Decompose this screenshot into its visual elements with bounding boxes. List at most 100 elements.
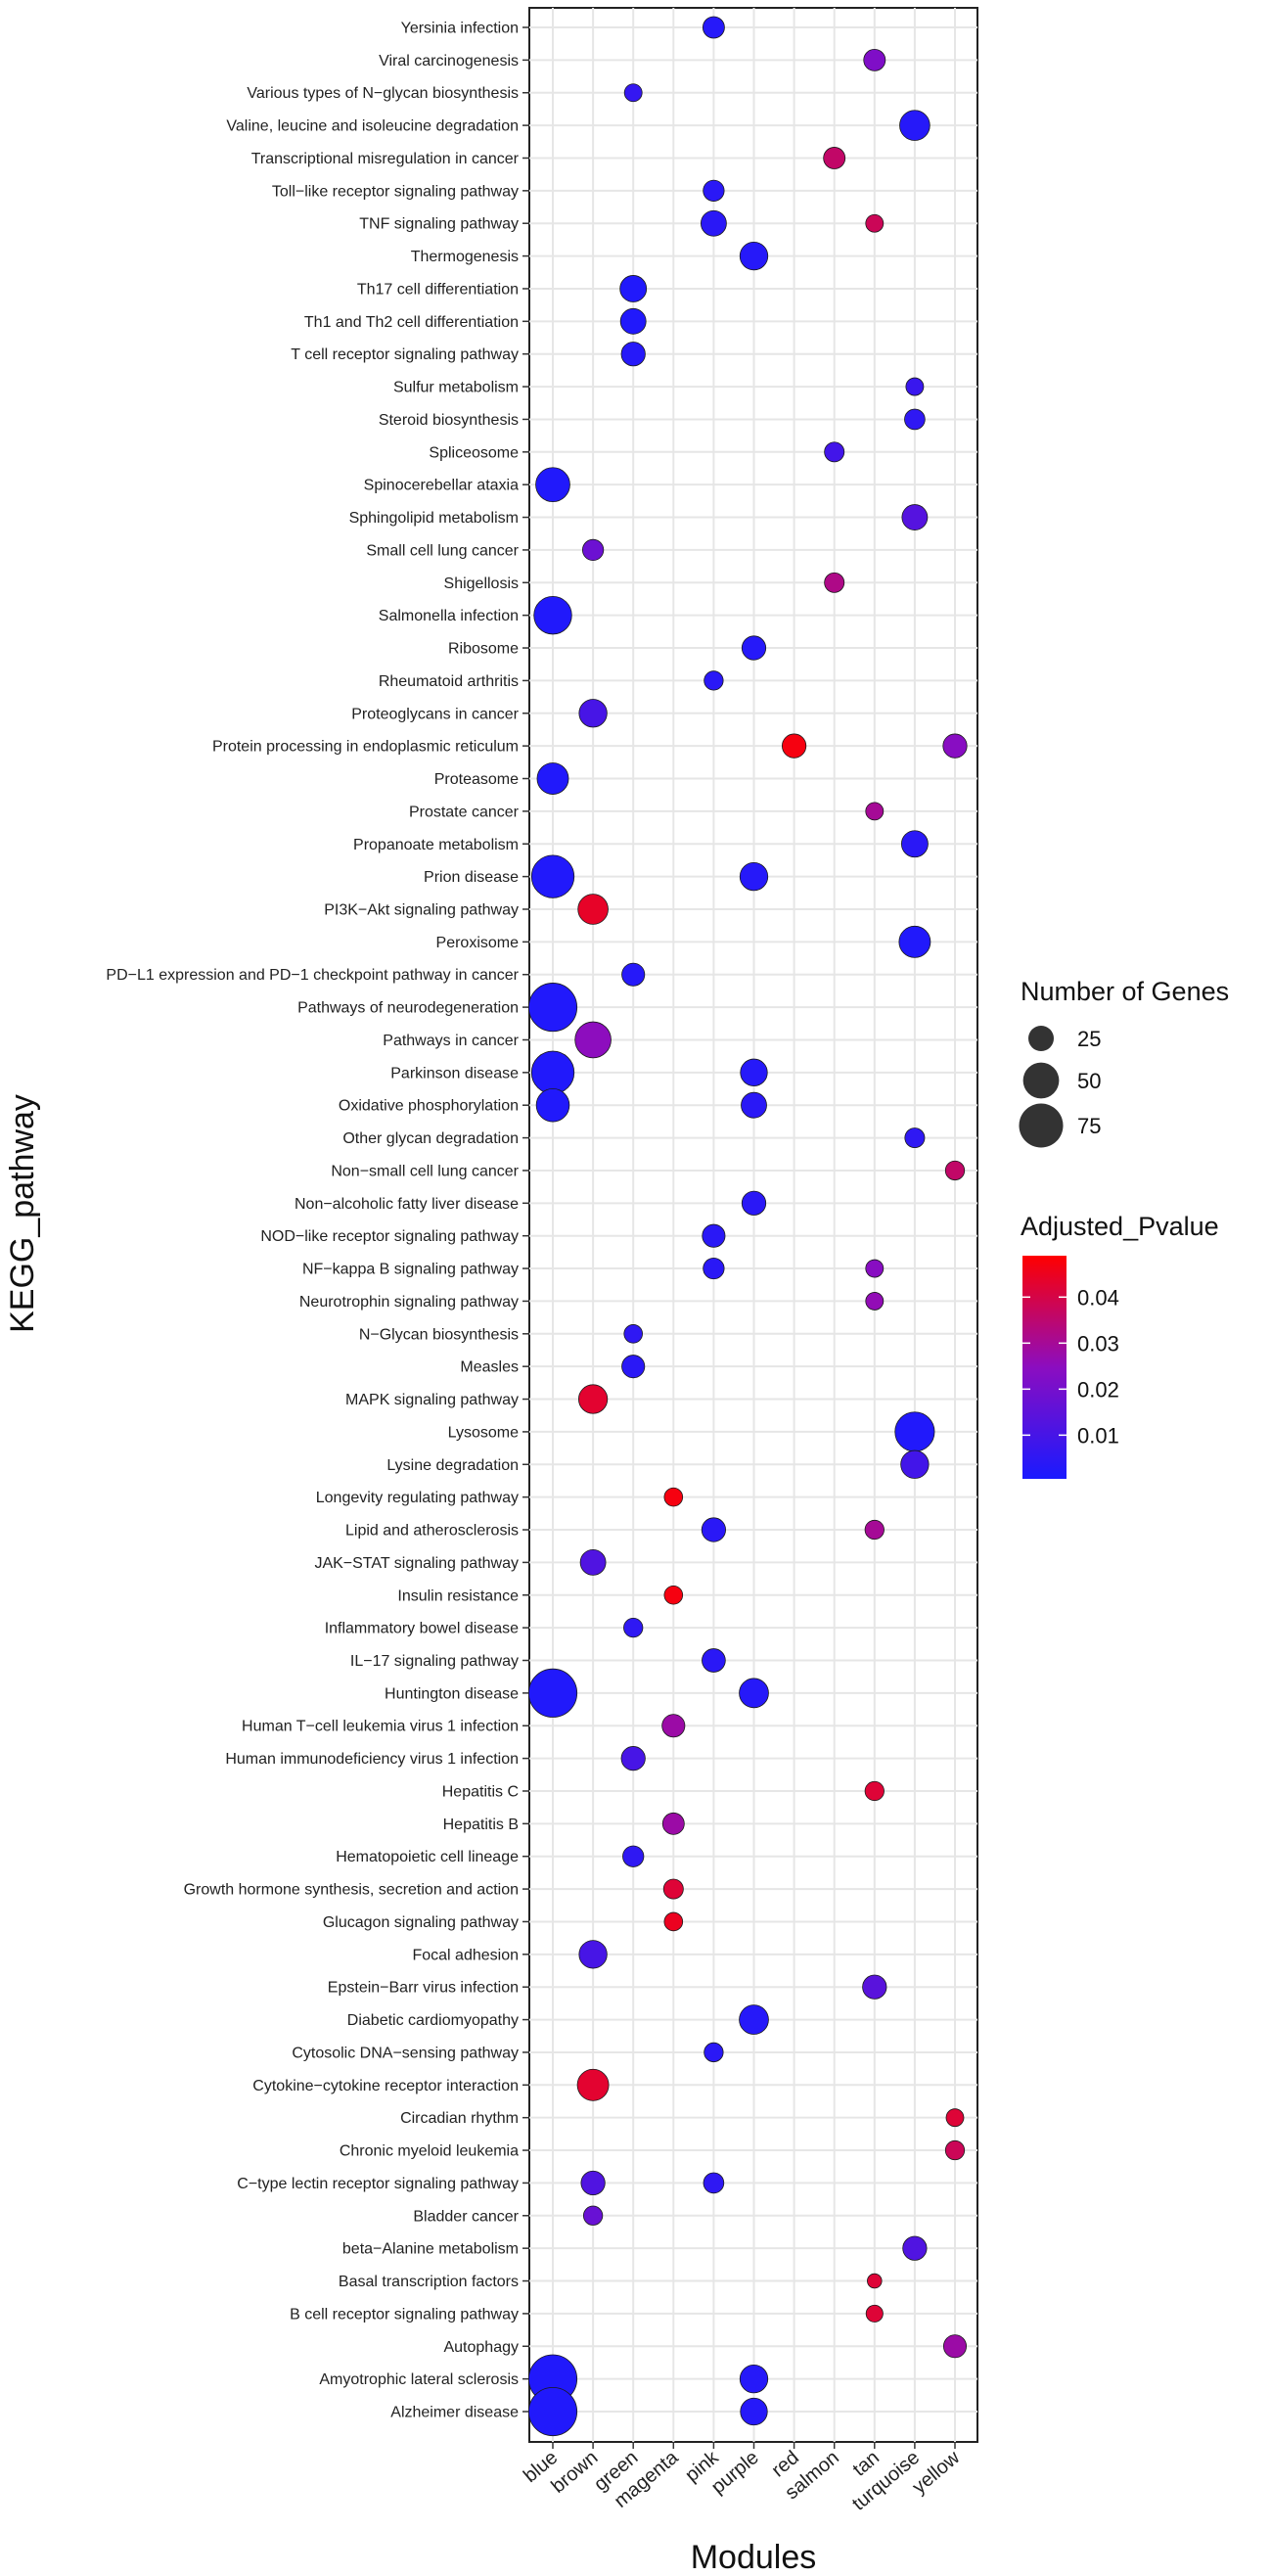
data-point [620,342,646,367]
x-tick-label: yellow [908,2447,964,2499]
data-point [701,209,727,237]
data-point [901,504,929,530]
y-tick-label: Propanoate metabolism [353,837,519,853]
y-tick-label: Glucagon signaling pathway [323,1914,519,1931]
color-legend-label: 0.02 [1077,1377,1119,1402]
y-tick-label: Ribosome [448,641,519,658]
data-point [900,830,929,858]
size-legend-label: 75 [1077,1114,1101,1138]
data-point [900,1449,930,1479]
data-point [741,1190,767,1216]
data-point [704,2042,724,2063]
data-point [527,983,578,1033]
y-tick-label: Insulin resistance [397,1587,519,1604]
y-tick-label: Amyotrophic lateral sclerosis [319,2371,519,2388]
y-tick-label: Protein processing in endoplasmic reticu… [212,739,519,756]
y-tick-label: Other glycan degradation [342,1130,519,1147]
y-tick-label: Focal adhesion [412,1947,519,1963]
y-tick-label: Spliceosome [429,444,519,461]
data-point [740,1058,768,1086]
y-tick-label: Toll−like receptor signaling pathway [272,183,519,200]
data-point [704,670,724,691]
y-tick-label: Growth hormone synthesis, secretion and … [184,1882,519,1899]
data-point [702,16,725,39]
y-tick-label: Salmonella infection [379,608,519,624]
y-tick-label: Lipid and atherosclerosis [345,1523,519,1540]
data-point [863,48,886,71]
y-tick-label: Th1 and Th2 cell differentiation [304,314,519,331]
data-point [905,377,925,396]
data-point [865,1259,885,1278]
y-tick-label: Th17 cell differentiation [357,281,519,298]
data-point [535,467,570,503]
y-tick-label: Hematopoietic cell lineage [336,1849,519,1865]
data-point [663,1487,684,1507]
y-tick-label: Proteasome [434,771,519,788]
data-point [739,1678,769,1709]
y-tick-label: Diabetic cardiomyopathy [347,2012,519,2029]
size-legend-items: 25 50 75 [1019,1026,1101,1148]
data-point [581,538,605,562]
data-point [621,1355,646,1379]
color-legend-label: 0.01 [1077,1423,1119,1448]
color-legend: Adjusted_Pvalue 0.04 0.03 0.02 0.01 [1021,1212,1219,1479]
data-point [702,1648,726,1673]
data-point [862,1974,887,2000]
data-point [536,762,569,795]
data-point [865,802,885,821]
data-point [703,1257,725,1280]
y-tick-label: Cytokine−cytokine receptor interaction [252,2078,519,2094]
y-tick-label: Epstein−Barr virus infection [328,1980,519,1997]
data-point [865,1292,885,1311]
y-tick-label: Yersinia infection [401,21,519,37]
y-tick-label: Lysosome [448,1424,519,1441]
data-point [739,861,769,892]
y-tick-label: Chronic myeloid leukemia [340,2143,519,2160]
y-tick-label: Shigellosis [444,575,519,592]
y-tick-label: Rheumatoid arthritis [379,673,519,690]
y-tick-label: Longevity regulating pathway [316,1490,519,1506]
y-tick-label: beta−Alanine metabolism [342,2241,519,2258]
data-point [864,1780,885,1802]
data-point [824,572,845,593]
data-point [782,733,807,759]
data-point [577,1384,609,1414]
data-point [894,1411,935,1452]
y-tick-label: C−type lectin receptor signaling pathway [237,2176,519,2192]
data-point [621,962,646,987]
color-legend-ticks: 0.04 0.03 0.02 0.01 [1022,1285,1119,1448]
data-point [824,441,845,463]
data-point [661,1714,686,1738]
y-tick-label: Oxidative phosphorylation [339,1098,519,1115]
data-point [535,1087,570,1123]
x-tick-label: purple [707,2447,763,2499]
y-tick-label: T cell receptor signaling pathway [291,346,519,363]
y-tick-label: Steroid biosynthesis [379,412,519,429]
size-legend: Number of Genes 25 50 75 [1019,977,1229,1148]
y-tick-label: Prostate cancer [409,804,520,820]
data-point [944,1160,966,1181]
data-point [740,2397,768,2426]
size-legend-label: 25 [1077,1027,1101,1051]
data-points [527,16,968,2437]
y-tick-label: Peroxisome [436,935,520,951]
data-point [620,1746,646,1771]
data-point [702,1223,726,1248]
size-legend-title: Number of Genes [1021,977,1229,1006]
data-point [576,2068,610,2101]
y-tick-label: PI3K−Akt signaling pathway [324,901,519,918]
y-tick-label: Spinocerebellar ataxia [364,478,519,494]
data-point [867,2273,883,2289]
data-point [739,2004,769,2035]
data-point [619,275,648,302]
data-point [739,241,769,271]
y-tick-label: N−Glycan biosynthesis [359,1326,519,1343]
data-point [579,1548,607,1576]
size-legend-dot [1028,1026,1054,1051]
y-tick-label: TNF signaling pathway [359,216,519,233]
y-axis-title: KEGG_pathway [4,1094,41,1333]
y-tick-label: MAPK signaling pathway [345,1392,519,1408]
data-point [739,2364,769,2394]
